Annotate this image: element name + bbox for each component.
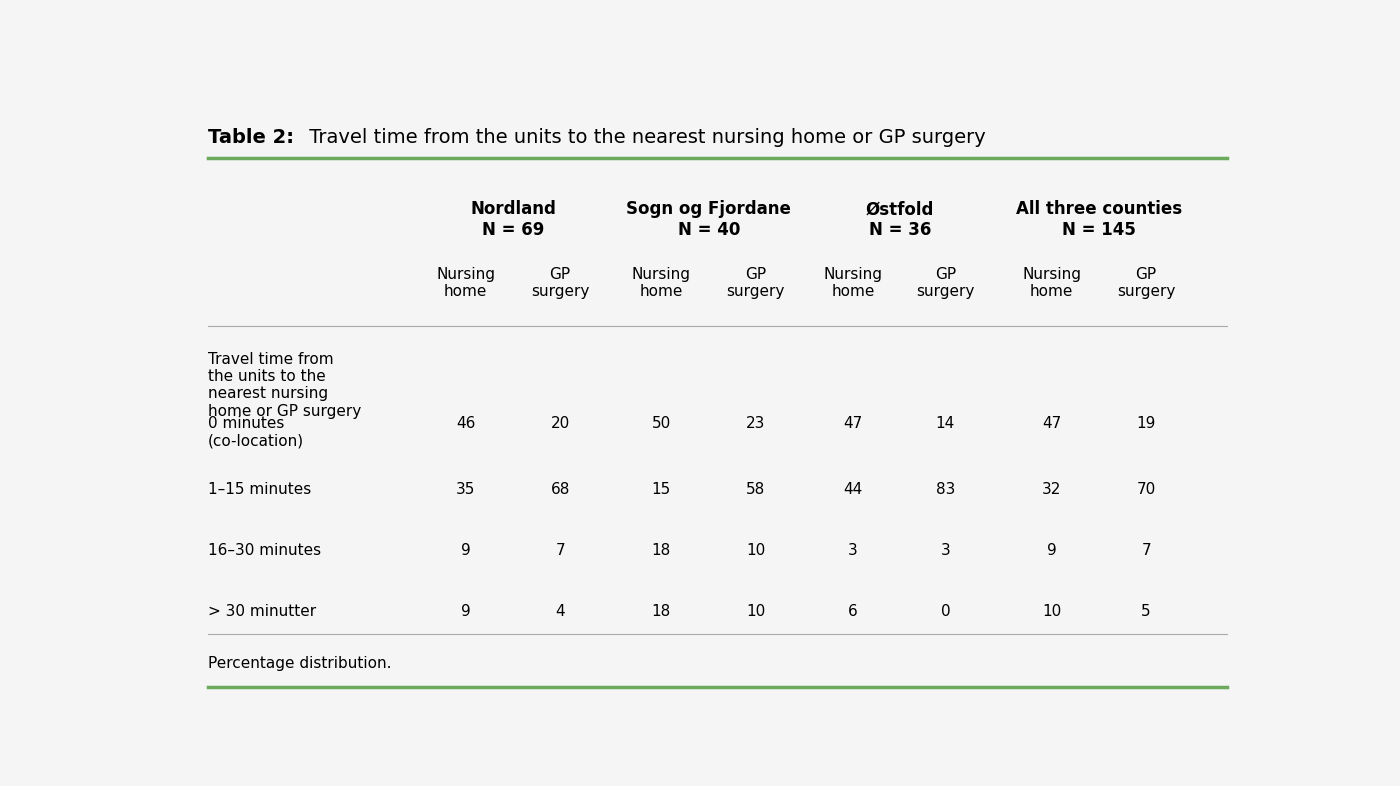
Text: 46: 46 <box>456 417 476 432</box>
Text: 70: 70 <box>1137 482 1156 497</box>
Text: 1–15 minutes: 1–15 minutes <box>207 482 311 497</box>
Text: 10: 10 <box>1042 604 1061 619</box>
Text: 23: 23 <box>746 417 766 432</box>
Text: Travel time from
the units to the
nearest nursing
home or GP surgery: Travel time from the units to the neares… <box>207 351 361 419</box>
Text: 16–30 minutes: 16–30 minutes <box>207 543 321 558</box>
Text: 18: 18 <box>651 543 671 558</box>
Text: 20: 20 <box>550 417 570 432</box>
Text: Nursing
home: Nursing home <box>1022 266 1081 299</box>
Text: 6: 6 <box>848 604 858 619</box>
Text: 15: 15 <box>651 482 671 497</box>
Text: 9: 9 <box>461 604 470 619</box>
Text: 44: 44 <box>843 482 862 497</box>
Text: Nursing
home: Nursing home <box>437 266 496 299</box>
Text: All three counties
N = 145: All three counties N = 145 <box>1016 200 1183 239</box>
Text: GP
surgery: GP surgery <box>531 266 589 299</box>
Text: 47: 47 <box>1042 417 1061 432</box>
Text: Table 2:: Table 2: <box>207 127 294 147</box>
Text: Nordland
N = 69: Nordland N = 69 <box>470 200 556 239</box>
Text: 83: 83 <box>935 482 955 497</box>
Text: 14: 14 <box>935 417 955 432</box>
Text: 3: 3 <box>941 543 951 558</box>
Text: 0 minutes
(co-location): 0 minutes (co-location) <box>207 417 304 449</box>
Text: 9: 9 <box>461 543 470 558</box>
Text: Nursing
home: Nursing home <box>631 266 690 299</box>
Text: 18: 18 <box>651 604 671 619</box>
Text: 4: 4 <box>556 604 566 619</box>
Text: 9: 9 <box>1047 543 1057 558</box>
Text: GP
surgery: GP surgery <box>1117 266 1175 299</box>
Text: 35: 35 <box>456 482 476 497</box>
Text: Østfold
N = 36: Østfold N = 36 <box>865 200 934 239</box>
Text: 68: 68 <box>550 482 570 497</box>
Text: Nursing
home: Nursing home <box>823 266 882 299</box>
Text: 58: 58 <box>746 482 764 497</box>
Text: 10: 10 <box>746 543 764 558</box>
Text: 10: 10 <box>746 604 764 619</box>
Text: Percentage distribution.: Percentage distribution. <box>207 656 391 671</box>
Text: 7: 7 <box>556 543 566 558</box>
Text: GP
surgery: GP surgery <box>916 266 974 299</box>
Text: 5: 5 <box>1141 604 1151 619</box>
Text: GP
surgery: GP surgery <box>727 266 784 299</box>
Text: Travel time from the units to the nearest nursing home or GP surgery: Travel time from the units to the neares… <box>302 127 986 147</box>
Text: 3: 3 <box>848 543 858 558</box>
Text: 19: 19 <box>1137 417 1156 432</box>
Text: Sogn og Fjordane
N = 40: Sogn og Fjordane N = 40 <box>626 200 791 239</box>
Text: 0: 0 <box>941 604 951 619</box>
Text: 7: 7 <box>1141 543 1151 558</box>
Text: 50: 50 <box>651 417 671 432</box>
Text: 47: 47 <box>843 417 862 432</box>
Text: > 30 minutter: > 30 minutter <box>207 604 315 619</box>
Text: 32: 32 <box>1042 482 1061 497</box>
